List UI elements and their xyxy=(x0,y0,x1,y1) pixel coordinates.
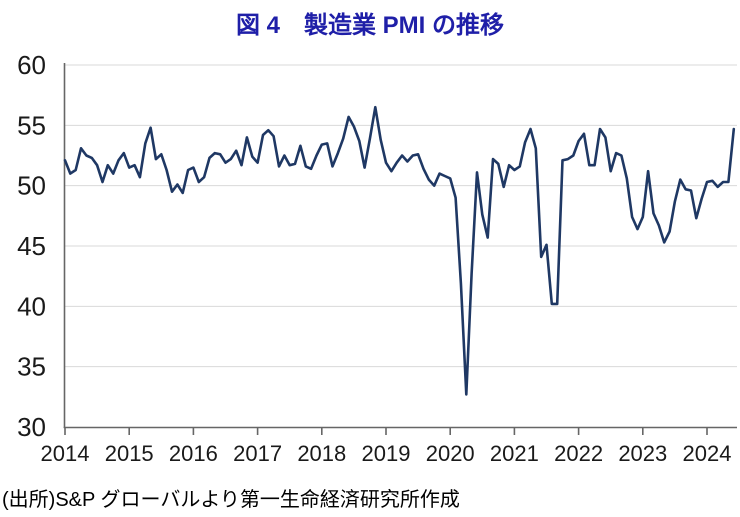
x-tick-label-2017: 2017 xyxy=(233,441,282,466)
x-tick-label-2016: 2016 xyxy=(169,441,218,466)
chart-title: 図 4 製造業 PMI の推移 xyxy=(235,12,505,39)
y-tick-label-30: 30 xyxy=(17,412,46,442)
x-tick-label-2018: 2018 xyxy=(297,441,346,466)
x-tick-label-2024: 2024 xyxy=(683,441,732,466)
x-tick-label-2014: 2014 xyxy=(41,441,90,466)
x-tick-label-2020: 2020 xyxy=(426,441,475,466)
x-tick-label-2019: 2019 xyxy=(362,441,411,466)
y-tick-label-55: 55 xyxy=(17,110,46,140)
y-tick-label-50: 50 xyxy=(17,171,46,201)
y-tick-label-35: 35 xyxy=(17,352,46,382)
x-tick-label-2022: 2022 xyxy=(554,441,603,466)
x-tick-label-2021: 2021 xyxy=(490,441,539,466)
y-tick-label-45: 45 xyxy=(17,231,46,261)
y-tick-label-40: 40 xyxy=(17,291,46,321)
source-note: (出所)S&P グローバルより第一生命経済研究所作成 xyxy=(2,489,460,511)
pmi-series-line xyxy=(63,105,736,396)
x-tick-label-2023: 2023 xyxy=(618,441,667,466)
y-tick-label-60: 60 xyxy=(17,50,46,80)
x-tick-label-2015: 2015 xyxy=(105,441,154,466)
